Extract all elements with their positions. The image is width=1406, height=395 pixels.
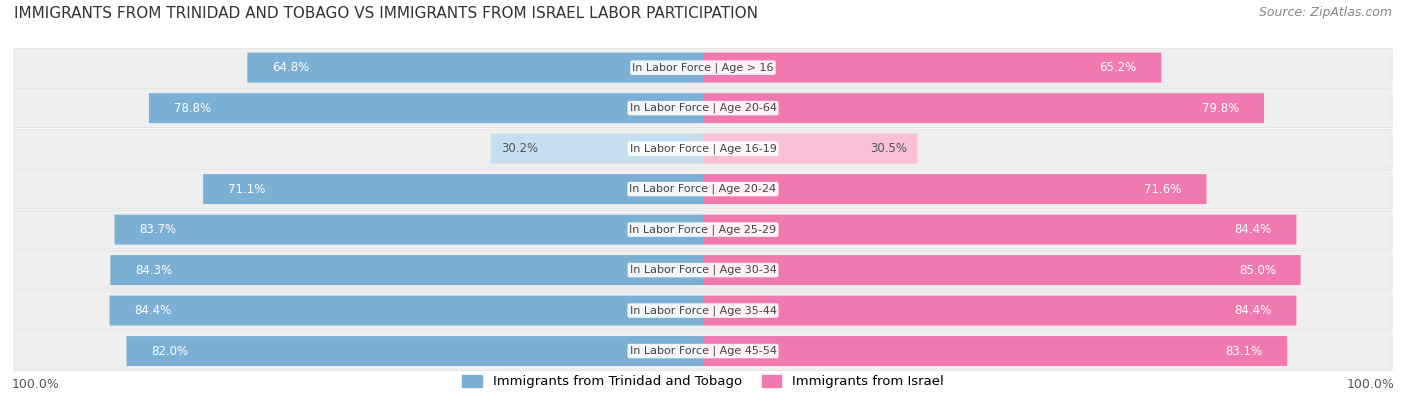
- FancyBboxPatch shape: [703, 134, 918, 164]
- Text: Source: ZipAtlas.com: Source: ZipAtlas.com: [1258, 6, 1392, 19]
- FancyBboxPatch shape: [127, 336, 703, 366]
- Text: 64.8%: 64.8%: [273, 61, 309, 74]
- FancyBboxPatch shape: [114, 214, 703, 245]
- Text: 100.0%: 100.0%: [1347, 378, 1395, 391]
- FancyBboxPatch shape: [14, 129, 1392, 168]
- Text: 79.8%: 79.8%: [1202, 102, 1240, 115]
- FancyBboxPatch shape: [247, 53, 703, 83]
- FancyBboxPatch shape: [703, 295, 1296, 325]
- Text: 30.5%: 30.5%: [870, 142, 907, 155]
- FancyBboxPatch shape: [14, 89, 1392, 128]
- Text: 83.7%: 83.7%: [139, 223, 176, 236]
- Text: 83.1%: 83.1%: [1226, 344, 1263, 357]
- Text: 30.2%: 30.2%: [502, 142, 538, 155]
- FancyBboxPatch shape: [703, 53, 1161, 83]
- Text: In Labor Force | Age 20-24: In Labor Force | Age 20-24: [630, 184, 776, 194]
- Text: 78.8%: 78.8%: [173, 102, 211, 115]
- Legend: Immigrants from Trinidad and Tobago, Immigrants from Israel: Immigrants from Trinidad and Tobago, Imm…: [463, 375, 943, 388]
- Text: In Labor Force | Age > 16: In Labor Force | Age > 16: [633, 62, 773, 73]
- Text: 71.1%: 71.1%: [228, 182, 266, 196]
- FancyBboxPatch shape: [14, 170, 1392, 209]
- Text: In Labor Force | Age 35-44: In Labor Force | Age 35-44: [630, 305, 776, 316]
- Text: In Labor Force | Age 30-34: In Labor Force | Age 30-34: [630, 265, 776, 275]
- Text: 100.0%: 100.0%: [11, 378, 59, 391]
- FancyBboxPatch shape: [202, 174, 703, 204]
- Text: 84.3%: 84.3%: [135, 263, 172, 276]
- FancyBboxPatch shape: [703, 214, 1296, 245]
- Text: 85.0%: 85.0%: [1239, 263, 1277, 276]
- FancyBboxPatch shape: [703, 93, 1264, 123]
- FancyBboxPatch shape: [110, 255, 703, 285]
- Text: In Labor Force | Age 16-19: In Labor Force | Age 16-19: [630, 143, 776, 154]
- FancyBboxPatch shape: [14, 291, 1392, 330]
- Text: In Labor Force | Age 25-29: In Labor Force | Age 25-29: [630, 224, 776, 235]
- FancyBboxPatch shape: [491, 134, 703, 164]
- FancyBboxPatch shape: [110, 295, 703, 325]
- FancyBboxPatch shape: [14, 332, 1392, 371]
- FancyBboxPatch shape: [14, 251, 1392, 290]
- FancyBboxPatch shape: [703, 255, 1301, 285]
- Text: 71.6%: 71.6%: [1144, 182, 1181, 196]
- FancyBboxPatch shape: [703, 174, 1206, 204]
- FancyBboxPatch shape: [14, 210, 1392, 249]
- Text: IMMIGRANTS FROM TRINIDAD AND TOBAGO VS IMMIGRANTS FROM ISRAEL LABOR PARTICIPATIO: IMMIGRANTS FROM TRINIDAD AND TOBAGO VS I…: [14, 6, 758, 21]
- FancyBboxPatch shape: [14, 48, 1392, 87]
- Text: 82.0%: 82.0%: [152, 344, 188, 357]
- FancyBboxPatch shape: [149, 93, 703, 123]
- Text: 65.2%: 65.2%: [1099, 61, 1136, 74]
- Text: 84.4%: 84.4%: [134, 304, 172, 317]
- Text: In Labor Force | Age 45-54: In Labor Force | Age 45-54: [630, 346, 776, 356]
- Text: In Labor Force | Age 20-64: In Labor Force | Age 20-64: [630, 103, 776, 113]
- Text: 84.4%: 84.4%: [1234, 304, 1272, 317]
- Text: 84.4%: 84.4%: [1234, 223, 1272, 236]
- FancyBboxPatch shape: [703, 336, 1288, 366]
